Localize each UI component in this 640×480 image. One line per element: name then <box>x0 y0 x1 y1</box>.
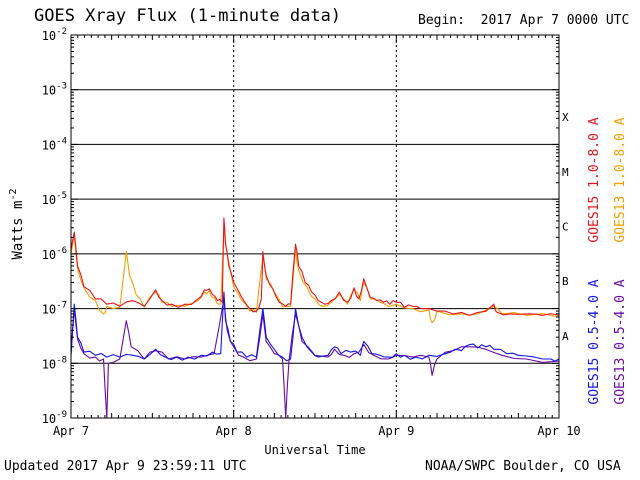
chart-title: GOES Xray Flux (1-minute data) <box>34 6 342 26</box>
chart-grid <box>71 89 559 364</box>
series-line-3 <box>70 298 560 419</box>
y-tick-base: 10 <box>42 138 56 152</box>
y-tick-base: 10 <box>42 248 56 262</box>
begin-label: Begin: <box>418 13 465 28</box>
y-axis-label: Watts m-2 <box>8 188 26 259</box>
y-tick-label: 10-3 <box>42 82 67 98</box>
legend-entry-0: GOES15 1.0-8.0 A <box>587 117 602 242</box>
flare-class-x: X <box>562 111 569 124</box>
y-tick-label: 10-5 <box>42 191 67 207</box>
y-tick-exp: -2 <box>56 27 67 37</box>
legend-entry-1: GOES13 1.0-8.0 A <box>613 117 628 242</box>
legend-entry-3: GOES13 0.5-4.0 A <box>613 279 628 404</box>
series-line-1 <box>70 227 560 324</box>
y-tick-exp: -3 <box>56 82 67 92</box>
y-tick-exp: -8 <box>56 355 67 365</box>
y-tick-label: 10-2 <box>42 27 67 43</box>
y-tick-label: 10-8 <box>42 355 67 371</box>
day-gridlines <box>233 35 397 418</box>
series-lines <box>70 217 560 419</box>
y-tick-base: 10 <box>42 84 56 98</box>
y-tick-base: 10 <box>42 412 56 426</box>
legend: GOES15 1.0-8.0 A GOES13 1.0-8.0 A GOES15 0… <box>587 117 628 404</box>
credit-text: NOAA/SWPC Boulder, CO USA <box>425 459 621 474</box>
x-tick-label: Apr 10 <box>537 424 580 438</box>
x-axis-ticks: Apr 7 Apr 8 Apr 9 Apr 10 <box>53 35 581 438</box>
y-tick-base: 10 <box>42 303 56 317</box>
plot-frame <box>70 34 560 419</box>
y-tick-base: 10 <box>42 193 56 207</box>
x-tick-label: Apr 9 <box>378 424 414 438</box>
y-axis-label-text: Watts m <box>10 201 26 260</box>
x-tick-label: Apr 8 <box>216 424 252 438</box>
x-axis-label: Universal Time <box>264 443 365 457</box>
y-tick-exp: -7 <box>56 301 67 311</box>
series-line-0 <box>70 217 560 316</box>
y-tick-exp: -9 <box>56 410 67 420</box>
flare-class-a: A <box>562 330 569 343</box>
series-line-2 <box>70 291 560 362</box>
flare-class-b: B <box>562 275 569 288</box>
y-tick-exp: -6 <box>56 246 67 256</box>
y-tick-label: 10-9 <box>42 410 67 426</box>
y-axis-label-sup: -2 <box>8 188 19 200</box>
y-axis-ticks: 10-910-810-710-610-510-410-310-2 <box>42 27 559 426</box>
x-tick-label: Apr 7 <box>53 424 89 438</box>
flare-class-m: M <box>562 166 569 179</box>
y-tick-exp: -5 <box>56 191 67 201</box>
begin-time: Begin: 2017 Apr 7 0000 UTC <box>418 14 629 27</box>
y-tick-label: 10-6 <box>42 246 67 262</box>
flare-class-labels: A B C M X <box>562 111 569 343</box>
y-tick-base: 10 <box>42 357 56 371</box>
legend-entry-2: GOES15 0.5-4.0 A <box>587 279 602 404</box>
flare-class-c: C <box>562 221 569 234</box>
updated-timestamp: Updated 2017 Apr 9 23:59:11 UTC <box>4 459 247 474</box>
y-tick-label: 10-4 <box>42 136 67 152</box>
y-tick-base: 10 <box>42 29 56 43</box>
y-tick-label: 10-7 <box>42 301 67 317</box>
begin-value: 2017 Apr 7 0000 UTC <box>480 13 630 28</box>
y-tick-exp: -4 <box>56 136 67 146</box>
